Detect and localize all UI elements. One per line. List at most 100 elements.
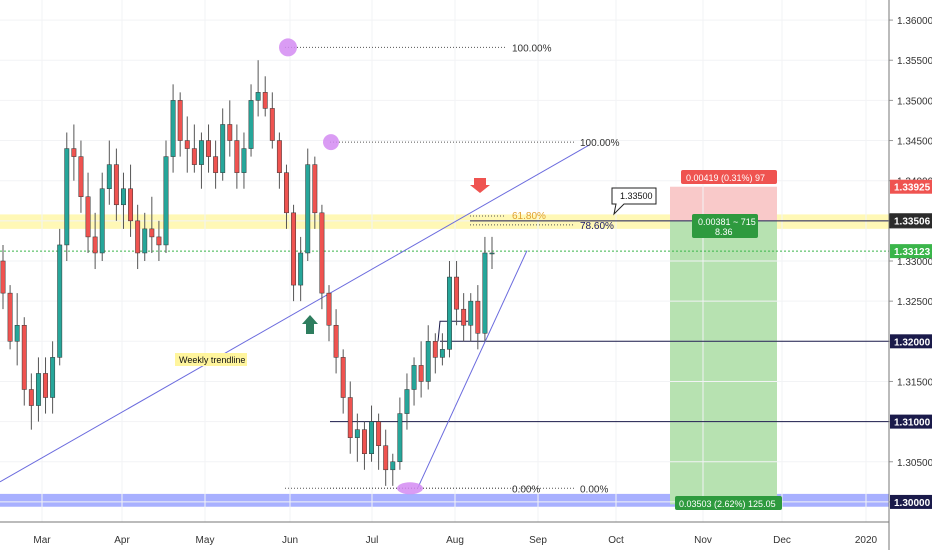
y-tick-label: 1.34500 <box>897 137 932 148</box>
reward-pill <box>675 496 782 510</box>
entry-label: 8.36 <box>715 227 733 237</box>
candle-body <box>269 108 275 141</box>
candle-body <box>432 341 438 358</box>
x-tick-label: Jun <box>282 535 298 546</box>
fib-label: 78.60% <box>580 221 614 232</box>
fib-label: 0.00% <box>512 484 540 495</box>
price-label: 1.33925 <box>894 183 931 194</box>
candle-body <box>397 413 403 463</box>
candle-body <box>78 156 84 198</box>
x-tick-label: Mar <box>33 535 51 546</box>
x-tick-label: Aug <box>446 535 464 546</box>
candle-body <box>85 196 91 238</box>
y-tick-label: 1.32500 <box>897 297 932 308</box>
candle-body <box>135 220 141 254</box>
candle-body <box>248 100 254 149</box>
price-callout <box>611 187 657 216</box>
risk-label: 0.00419 (0.31%) 97 <box>686 173 765 183</box>
candle-body <box>482 252 488 334</box>
candle-body <box>298 252 304 286</box>
weekly-trendline <box>0 144 591 483</box>
price-label-box <box>890 213 932 228</box>
candle-body <box>163 156 169 246</box>
fib-label: 100.00% <box>512 43 552 54</box>
rising-trendline <box>417 250 528 488</box>
candle-body <box>106 164 112 189</box>
high-marker-circle <box>279 38 297 57</box>
candle-body <box>57 244 63 358</box>
y-tick-label: 1.35000 <box>897 96 932 107</box>
candle-body <box>206 140 211 157</box>
x-tick-label: 2020 <box>855 535 878 546</box>
price-label: 1.33123 <box>894 247 931 258</box>
candle-body <box>170 100 176 157</box>
candle-body <box>184 140 190 149</box>
candle-body <box>340 357 346 398</box>
candle-body <box>319 212 325 294</box>
fib-label: 100.00% <box>580 138 620 149</box>
price-label: 1.33506 <box>894 216 931 227</box>
candle-body <box>383 445 389 471</box>
candle-body <box>71 148 77 157</box>
candle-body <box>404 389 410 414</box>
reward-label: 0.03503 (2.62%) 125.05 <box>679 499 776 509</box>
candle-body <box>369 421 374 454</box>
candle-body <box>227 124 233 141</box>
risk-pill <box>681 170 777 184</box>
candle-body <box>305 164 311 254</box>
candle-body <box>447 276 452 350</box>
bracket-line <box>437 320 468 342</box>
candle-body <box>198 140 204 165</box>
candle-body <box>92 236 98 254</box>
price-label: 1.32000 <box>894 337 931 348</box>
candle-body <box>121 188 126 206</box>
price-label: 1.30000 <box>894 498 931 509</box>
entry-pill <box>692 214 758 238</box>
candle-body <box>241 148 247 173</box>
x-tick-label: Jul <box>366 535 379 546</box>
candle-body <box>50 357 56 398</box>
x-tick-label: Dec <box>773 535 791 546</box>
trendline-label: Weekly trendline <box>179 355 245 365</box>
price-label-box <box>890 494 932 509</box>
candle-body <box>234 140 240 173</box>
candle-body <box>21 324 27 390</box>
y-tick-label: 1.31500 <box>897 377 932 388</box>
candle-body <box>418 365 424 382</box>
candle-body <box>255 92 261 101</box>
candle-body <box>312 164 318 214</box>
candle-body <box>99 188 105 254</box>
candle-body <box>376 421 382 446</box>
candle-body <box>43 373 48 398</box>
y-tick-label: 1.36000 <box>897 16 932 27</box>
candle-body <box>128 188 134 222</box>
x-tick-label: Sep <box>529 535 547 546</box>
candle-body <box>177 100 183 141</box>
entry-label: 0.00381 ~ 715 <box>698 217 756 227</box>
candle-body <box>220 124 226 173</box>
candle-body <box>191 148 197 165</box>
candle-body <box>361 429 367 454</box>
candle-body <box>468 300 474 326</box>
candle-body <box>326 292 332 326</box>
candle-body <box>149 228 155 238</box>
candle-body <box>0 260 6 294</box>
x-tick-label: Oct <box>608 535 624 546</box>
candle-body <box>14 324 20 342</box>
high-marker-circle <box>323 134 339 151</box>
y-tick-label: 1.35500 <box>897 56 932 67</box>
candle-body <box>156 236 162 246</box>
y-tick-label: 1.33000 <box>897 257 932 268</box>
candle-body <box>64 148 70 246</box>
x-tick-label: May <box>196 535 215 546</box>
candle-body <box>475 300 481 334</box>
price-label-box <box>890 244 932 259</box>
callout-text: 1.33500 <box>620 191 653 201</box>
sell-arrow-icon <box>470 178 490 193</box>
x-tick-label: Apr <box>114 535 130 546</box>
price-label-box <box>890 179 932 194</box>
candle-body <box>461 308 467 326</box>
low-marker-circle <box>397 482 423 495</box>
fib-label: 0.00% <box>580 484 608 495</box>
